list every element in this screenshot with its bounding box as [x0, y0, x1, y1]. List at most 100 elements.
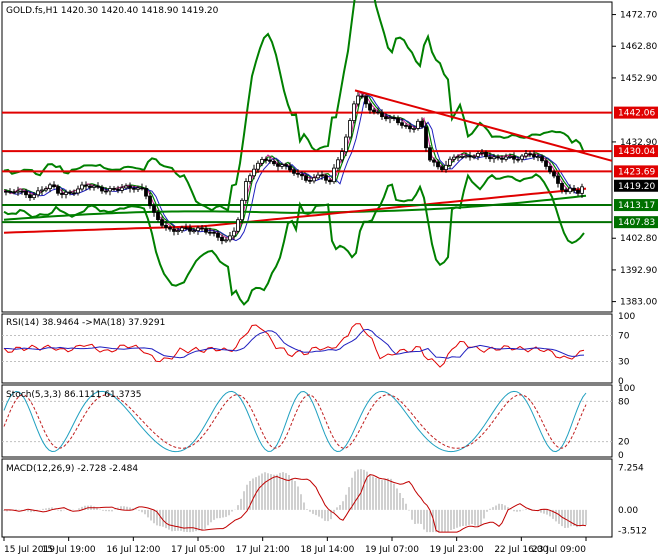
rsi-tick-label: 100: [618, 312, 635, 322]
macd-axis: 7.254 0.00 -3.512: [618, 464, 647, 537]
candle-body: [484, 151, 488, 158]
candle-body: [60, 192, 64, 195]
candle-body: [428, 147, 432, 161]
candle-body: [88, 185, 92, 188]
candle-body: [76, 188, 80, 194]
candle-body: [252, 168, 256, 177]
time-tick-label: 17 Jul 05:00: [171, 545, 225, 555]
candle-body: [580, 186, 584, 194]
price-axis: 1472.70 1462.80 1452.90 1432.90 1402.80 1392.…: [612, 11, 658, 308]
candle-body: [224, 239, 228, 242]
candle-body: [336, 159, 340, 169]
candle-body: [416, 120, 420, 129]
candle-body: [508, 156, 512, 158]
candle-body: [528, 153, 532, 156]
candle-body: [444, 164, 448, 170]
candle-body: [288, 165, 292, 171]
stoch-tick-label: 20: [618, 438, 630, 448]
stoch-header: Stoch(5,3,3) 86.1111 61.3735: [6, 390, 141, 400]
current-price-tag: [614, 179, 658, 192]
candle-body: [148, 195, 152, 207]
price-tick-label: 1432.90: [620, 138, 657, 148]
candle-body: [360, 95, 364, 98]
candle-body: [240, 199, 244, 221]
candle-body: [512, 156, 516, 160]
level-price-tag-1: [614, 145, 658, 158]
candlesticks: [4, 91, 584, 245]
candle-body: [268, 159, 272, 162]
horizontal-levels: [2, 111, 612, 224]
candle-body: [56, 186, 60, 194]
candle-body: [320, 174, 324, 177]
candle-body: [264, 159, 268, 161]
candle-body: [396, 117, 400, 124]
candle-body: [8, 190, 12, 193]
candle-body: [548, 165, 552, 173]
bollinger-upper: [3, 0, 585, 212]
candle-body: [356, 95, 360, 105]
candle-body: [572, 187, 576, 191]
candle-body: [200, 227, 204, 230]
candle-body: [432, 159, 436, 163]
candle-body: [296, 172, 300, 175]
candle-body: [272, 160, 276, 165]
candle-body: [160, 219, 164, 226]
candle-body: [564, 189, 568, 193]
candle-body: [440, 166, 444, 170]
time-tick-label: 18 Jul 14:00: [300, 545, 354, 555]
time-tick-label: 22 Jul 16:00: [494, 545, 548, 555]
candle-body: [404, 125, 408, 127]
candle-body: [216, 232, 220, 238]
candle-body: [36, 190, 40, 196]
time-tick-label: 19 Jul 07:00: [365, 545, 419, 555]
candle-body: [300, 173, 304, 177]
candle-body: [532, 154, 536, 158]
candle-body: [284, 164, 288, 167]
candle-body: [176, 230, 180, 233]
candle-body: [488, 156, 492, 160]
candle-body: [184, 227, 188, 230]
candle-body: [48, 184, 52, 190]
level-price-tag-3: [614, 199, 658, 212]
current-price-text: 1419.20: [618, 182, 655, 192]
stochastic-panel[interactable]: [1, 384, 613, 458]
candle-body: [164, 224, 168, 228]
candle-body: [500, 157, 504, 160]
candle-body: [408, 125, 412, 130]
level-price-text-1: 1430.04: [618, 147, 655, 157]
candle-body: [32, 194, 36, 199]
candle-body: [112, 188, 116, 190]
macd-tick-label: -3.512: [618, 526, 647, 536]
level-price-text-3: 1413.17: [618, 201, 655, 211]
candle-body: [516, 158, 520, 161]
candle-body: [228, 235, 232, 241]
candle-body: [504, 156, 508, 160]
trendline-0[interactable]: [354, 89, 613, 162]
candle-body: [476, 152, 480, 157]
candle-body: [64, 191, 68, 195]
stochastic-axis: 100 80 20 0: [618, 384, 635, 461]
time-tick-label: 16 Jul 12:00: [106, 545, 160, 555]
stoch-tick-label: 0: [618, 451, 624, 461]
rsi-lines: [2, 323, 612, 368]
candle-body: [328, 179, 332, 183]
candle-body: [196, 227, 200, 232]
candle-body: [472, 156, 476, 158]
candle-body: [376, 111, 380, 114]
candle-body: [120, 187, 124, 191]
candle-body: [380, 112, 384, 118]
candle-body: [312, 177, 316, 182]
time-tick-label: 15 Jul 2019: [4, 545, 55, 555]
candle-body: [92, 185, 96, 188]
macd-panel[interactable]: [1, 458, 613, 538]
candle-body: [108, 188, 112, 192]
stoch-k-line: [3, 390, 587, 453]
rsi-tick-label: 30: [618, 358, 630, 368]
stoch-tick-label: 80: [618, 397, 630, 407]
candle-body: [372, 109, 376, 113]
candle-body: [248, 175, 252, 182]
trendlines: [354, 89, 613, 162]
candle-body: [128, 185, 132, 189]
